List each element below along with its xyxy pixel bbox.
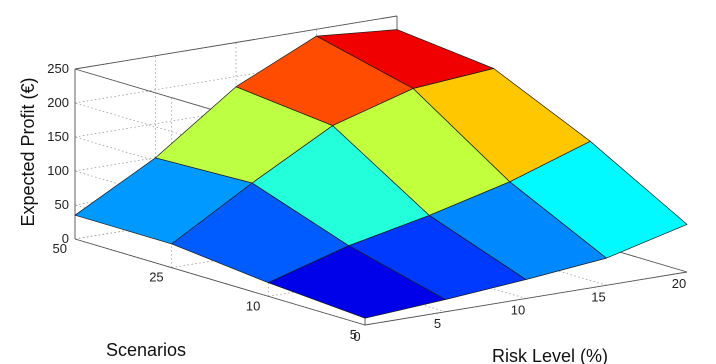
surface-facet — [509, 140, 688, 259]
x-tick-label: 0 — [353, 329, 360, 344]
z-tick-label: 200 — [47, 95, 69, 110]
box-edge — [364, 271, 688, 326]
z-tick-label: 100 — [47, 163, 69, 178]
z-tick-label: 50 — [55, 197, 69, 212]
grid-line — [74, 136, 366, 224]
z-tick-label: 250 — [47, 61, 69, 76]
z-axis-label: Expected Profit (€) — [18, 77, 38, 226]
y-tick-label: 50 — [53, 241, 67, 256]
surface-layer — [74, 29, 688, 319]
box-edge — [74, 15, 398, 70]
z-tick-label: 0 — [62, 231, 69, 246]
x-tick-label: 20 — [672, 276, 686, 291]
box-edge — [74, 238, 366, 326]
x-tick-label: 5 — [434, 316, 441, 331]
x-tick-label: 15 — [591, 289, 605, 304]
x-axis-label: Risk Level (%) — [492, 346, 608, 364]
grid-line — [74, 102, 366, 190]
x-tick-label: 10 — [511, 303, 525, 318]
y-tick-label: 25 — [149, 270, 163, 285]
z-tick-label: 150 — [47, 129, 69, 144]
y-axis-label: Scenarios — [106, 340, 186, 360]
y-tick-label: 10 — [246, 298, 260, 313]
y-tick-label: 5 — [350, 327, 357, 342]
